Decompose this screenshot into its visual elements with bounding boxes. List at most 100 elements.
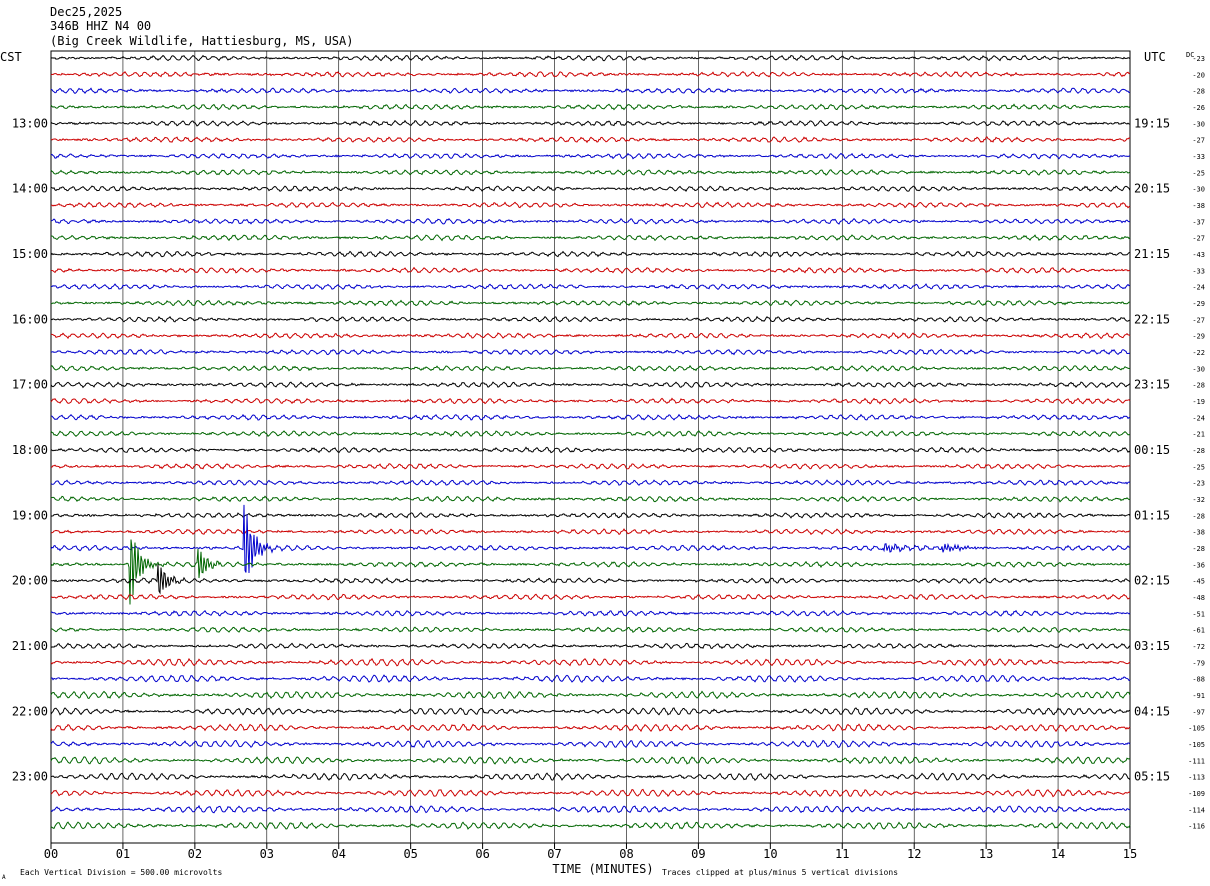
trace-row-32 bbox=[50, 564, 1131, 595]
dc-offset-label: -29 bbox=[1192, 300, 1205, 308]
x-tick-label: 05 bbox=[403, 847, 417, 861]
dc-offset-label: -22 bbox=[1192, 349, 1205, 357]
trace-row-22 bbox=[50, 413, 1131, 421]
dc-offset-label: -97 bbox=[1192, 708, 1205, 716]
right-hour-label: 21:15 bbox=[1134, 247, 1170, 261]
dc-offset-label: -28 bbox=[1192, 88, 1205, 96]
trace-row-41 bbox=[50, 723, 1131, 733]
right-hour-label: 22:15 bbox=[1134, 312, 1170, 326]
trace-row-37 bbox=[50, 657, 1131, 667]
trace-row-8 bbox=[50, 185, 1131, 192]
right-hour-label: 19:15 bbox=[1134, 116, 1170, 130]
left-hour-label: 23:00 bbox=[12, 770, 48, 784]
trace-row-1 bbox=[50, 70, 1131, 78]
dc-offset-label: -91 bbox=[1192, 692, 1205, 700]
trace-row-20 bbox=[50, 381, 1131, 389]
trace-row-33 bbox=[50, 593, 1131, 601]
x-tick-label: 08 bbox=[619, 847, 633, 861]
trace-row-44 bbox=[50, 772, 1131, 782]
trace-row-40 bbox=[50, 707, 1131, 716]
dc-offset-label: -114 bbox=[1188, 806, 1205, 814]
right-hour-label: 00:15 bbox=[1134, 443, 1170, 457]
trace-row-45 bbox=[50, 788, 1131, 798]
dc-offset-label: -21 bbox=[1192, 431, 1205, 439]
dc-offset-label: -28 bbox=[1192, 382, 1205, 390]
trace-row-23 bbox=[50, 430, 1131, 438]
dc-offset-label: -28 bbox=[1192, 447, 1205, 455]
dc-offset-label: -26 bbox=[1192, 104, 1205, 112]
trace-row-28 bbox=[50, 512, 1131, 519]
x-tick-label: 13 bbox=[979, 847, 993, 861]
x-tick-label: 11 bbox=[835, 847, 849, 861]
dc-offset-label: -33 bbox=[1192, 153, 1205, 161]
dc-offset-label: -24 bbox=[1192, 284, 1205, 292]
dc-offset-label: -88 bbox=[1192, 676, 1205, 684]
header-location: (Big Creek Wildlife, Hattiesburg, MS, US… bbox=[50, 34, 354, 48]
right-timezone-label: UTC bbox=[1144, 50, 1166, 64]
left-hour-label: 13:00 bbox=[12, 116, 48, 130]
trace-row-18 bbox=[50, 348, 1131, 356]
trace-row-14 bbox=[50, 283, 1131, 291]
header-station: 346B HHZ N4 00 bbox=[50, 19, 152, 33]
dc-offset-label: -20 bbox=[1192, 71, 1205, 79]
left-timezone-label: CST bbox=[0, 50, 22, 64]
right-hour-label: 05:15 bbox=[1134, 770, 1170, 784]
dc-offset-label: -105 bbox=[1188, 741, 1205, 749]
left-hour-label: 18:00 bbox=[12, 443, 48, 457]
x-tick-label: 15 bbox=[1123, 847, 1137, 861]
dc-offset-label: -25 bbox=[1192, 169, 1205, 177]
dc-offset-label: -51 bbox=[1192, 610, 1205, 618]
x-axis-title: TIME (MINUTES) bbox=[552, 862, 653, 876]
dc-offset-label: -38 bbox=[1192, 202, 1205, 210]
left-hour-label: 22:00 bbox=[12, 704, 48, 718]
dc-offset-label: -48 bbox=[1192, 594, 1205, 602]
trace-row-47 bbox=[50, 821, 1131, 831]
dc-offset-label: -33 bbox=[1192, 267, 1205, 275]
dc-offset-label: -28 bbox=[1192, 512, 1205, 520]
trace-row-17 bbox=[50, 332, 1131, 340]
trace-row-39 bbox=[50, 690, 1131, 700]
trace-row-0 bbox=[50, 54, 1131, 62]
trace-row-29 bbox=[50, 528, 1131, 536]
dc-offset-label: -105 bbox=[1188, 725, 1205, 733]
trace-row-13 bbox=[50, 266, 1130, 274]
trace-row-6 bbox=[50, 152, 1131, 160]
left-hour-label: 16:00 bbox=[12, 312, 48, 326]
right-hour-label: 02:15 bbox=[1134, 574, 1170, 588]
dc-offset-label: -38 bbox=[1192, 529, 1205, 537]
dc-offset-label: -109 bbox=[1188, 790, 1205, 798]
dc-offset-label: -111 bbox=[1188, 757, 1205, 765]
dc-offset-label: -28 bbox=[1192, 545, 1205, 553]
dc-column-label: DC bbox=[1186, 51, 1194, 59]
dc-offset-label: -29 bbox=[1192, 333, 1205, 341]
trace-row-11 bbox=[50, 234, 1131, 242]
right-hour-label: 20:15 bbox=[1134, 182, 1170, 196]
dc-offset-label: -27 bbox=[1192, 316, 1205, 324]
trace-row-19 bbox=[50, 364, 1131, 372]
trace-row-31 bbox=[50, 539, 1131, 605]
trace-row-7 bbox=[50, 169, 1131, 176]
trace-row-35 bbox=[50, 626, 1131, 634]
x-tick-label: 03 bbox=[260, 847, 274, 861]
dc-offset-label: -45 bbox=[1192, 578, 1205, 586]
trace-row-26 bbox=[50, 479, 1131, 486]
trace-row-38 bbox=[50, 674, 1131, 683]
trace-row-9 bbox=[50, 201, 1131, 209]
dc-offset-label: -37 bbox=[1192, 218, 1205, 226]
dc-offset-label: -43 bbox=[1192, 251, 1205, 259]
dc-offset-label: -79 bbox=[1192, 659, 1205, 667]
dc-offset-label: -32 bbox=[1192, 496, 1205, 504]
dc-offset-label: -24 bbox=[1192, 414, 1205, 422]
trace-row-30 bbox=[50, 504, 1131, 574]
x-tick-label: 04 bbox=[332, 847, 346, 861]
left-hour-label: 20:00 bbox=[12, 574, 48, 588]
left-hour-label: 21:00 bbox=[12, 639, 48, 653]
left-hour-label: 19:00 bbox=[12, 508, 48, 522]
trace-row-16 bbox=[50, 315, 1131, 323]
dc-offset-label: -25 bbox=[1192, 463, 1205, 471]
x-tick-label: 14 bbox=[1051, 847, 1065, 861]
x-tick-label: 10 bbox=[763, 847, 777, 861]
trace-row-5 bbox=[50, 136, 1131, 144]
header-date: Dec25,2025 bbox=[50, 5, 123, 19]
right-hour-label: 23:15 bbox=[1134, 378, 1170, 392]
